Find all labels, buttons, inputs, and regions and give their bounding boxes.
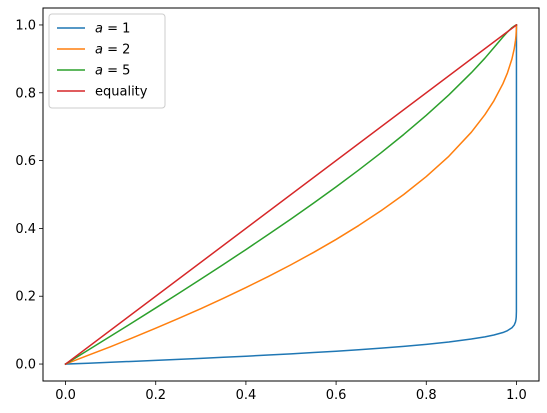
legend-label-1: a = 2	[95, 43, 130, 58]
y-tick-label: 0.4	[15, 222, 36, 237]
x-tick-label: 0.6	[326, 388, 347, 403]
y-tick-label: 0.0	[15, 358, 36, 373]
x-tick-label: 0.2	[145, 388, 166, 403]
legend-label-variable: a	[95, 43, 103, 58]
legend-label-variable: a	[95, 22, 103, 37]
legend-label-variable: a	[95, 64, 103, 79]
y-tick-label: 0.8	[15, 86, 36, 101]
plot-frame	[42, 7, 540, 382]
series-line-3	[64, 23, 518, 366]
y-tick-label: 1.0	[15, 18, 36, 33]
y-tick-label: 0.6	[15, 154, 36, 169]
series-layer	[64, 23, 518, 366]
series-line-0	[64, 24, 518, 365]
legend-box	[48, 13, 166, 109]
legend-label-value: = 1	[103, 22, 130, 37]
x-tick-label: 0.0	[55, 388, 76, 403]
y-tick-label: 0.2	[15, 290, 36, 305]
legend-label-value: = 5	[103, 64, 130, 79]
legend-label-0: a = 1	[95, 22, 130, 37]
legend-label-2: a = 5	[95, 64, 130, 79]
x-tick-label: 1.0	[506, 388, 527, 403]
series-line-1	[64, 24, 518, 366]
x-tick-label: 0.8	[416, 388, 437, 403]
legend-label-3: equality	[95, 85, 148, 100]
legend-label-value: = 2	[103, 43, 130, 58]
ticks-layer: 0.0 0.2 0.4 0.6 0.8 1.0 0.0 0.2 0.4 0.6 0.8 1.0	[15, 18, 526, 403]
x-tick-label: 0.4	[236, 388, 257, 403]
